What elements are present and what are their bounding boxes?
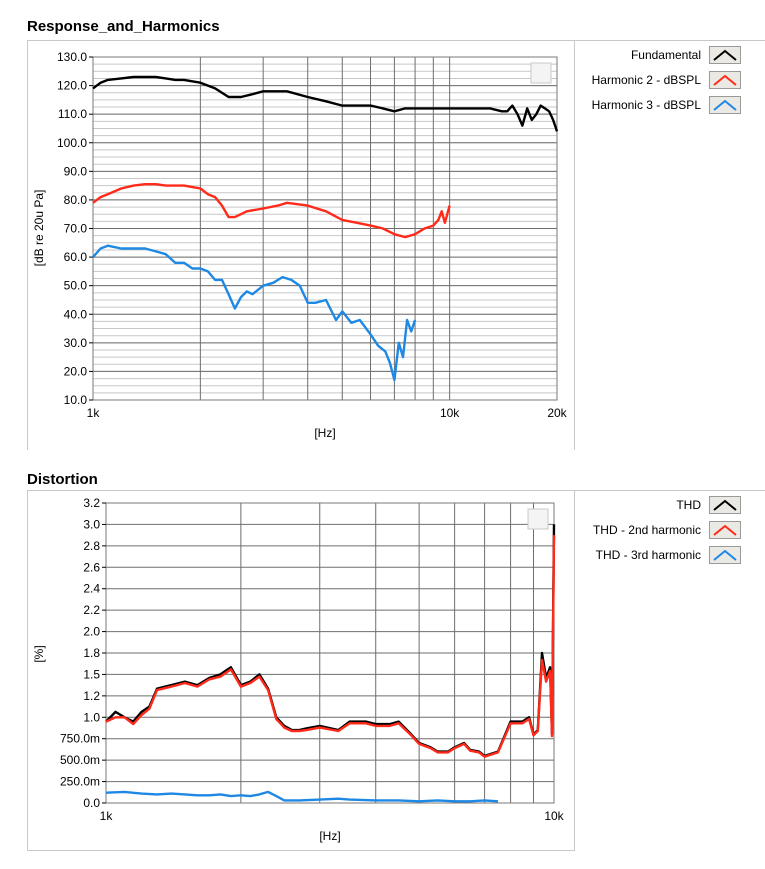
y-axis-label: [dB re 20u Pa] <box>32 190 46 267</box>
legend: THD THD - 2nd harmonic THD - 3rd harmoni… <box>575 494 745 569</box>
series-line <box>92 75 559 132</box>
x-tick-label: 10k <box>544 809 564 823</box>
y-tick-label: 3.2 <box>83 496 100 510</box>
y-tick-label: 30.0 <box>64 336 88 350</box>
panel-frame-left <box>27 490 28 850</box>
chart-title: Response_and_Harmonics <box>27 18 220 35</box>
y-tick-label: 80.0 <box>64 193 88 207</box>
legend-item[interactable]: Fundamental <box>575 44 745 69</box>
y-tick-label: 2.4 <box>83 582 100 596</box>
y-tick-label: 100.0 <box>57 136 87 150</box>
series-line <box>92 182 451 239</box>
series-line <box>105 790 499 803</box>
line-sample-icon[interactable] <box>709 71 741 89</box>
x-tick-label: 10k <box>440 406 460 420</box>
legend-item[interactable]: THD <box>575 494 745 519</box>
y-tick-label: 130.0 <box>57 50 87 64</box>
x-tick-label: 1k <box>87 406 101 420</box>
x-axis-label: [Hz] <box>314 426 335 440</box>
y-tick-label: 20.0 <box>64 364 88 378</box>
y-tick-label: 1.8 <box>83 646 100 660</box>
series-line <box>92 244 417 382</box>
y-tick-label: 90.0 <box>64 164 88 178</box>
legend-label: Harmonic 3 - dBSPL <box>591 98 701 112</box>
line-sample-icon[interactable] <box>709 46 741 64</box>
y-tick-label: 110.0 <box>58 107 87 121</box>
panel-frame-top <box>27 40 765 41</box>
y-tick-label: 750.0m <box>60 732 100 746</box>
y-tick-label: 0.0 <box>83 796 100 810</box>
line-sample-icon[interactable] <box>709 96 741 114</box>
zoom-icon <box>527 508 549 530</box>
y-tick-label: 2.2 <box>83 603 100 617</box>
plot-area <box>106 503 554 803</box>
legend-label: Harmonic 2 - dBSPL <box>591 73 701 87</box>
legend-item[interactable]: Harmonic 2 - dBSPL <box>575 69 745 94</box>
chart-title: Distortion <box>27 471 98 488</box>
line-sample-icon[interactable] <box>709 496 741 514</box>
panel-frame-left <box>27 40 28 450</box>
y-tick-label: 3.0 <box>83 517 100 531</box>
x-tick-label: 1k <box>100 809 114 823</box>
y-tick-label: 2.6 <box>83 560 100 574</box>
zoom-icon <box>530 62 552 84</box>
series-line <box>105 524 556 758</box>
y-tick-label: 1.0 <box>83 710 100 724</box>
panel-frame-divider <box>574 40 575 450</box>
y-tick-label: 1.5 <box>83 667 100 681</box>
y-tick-label: 10.0 <box>64 393 88 407</box>
x-axis-label: [Hz] <box>319 829 340 843</box>
panel-frame-divider <box>574 490 575 850</box>
y-tick-label: 2.8 <box>83 539 100 553</box>
y-axis-label: [%] <box>32 645 46 662</box>
series-line <box>105 535 556 758</box>
legend-label: THD - 2nd harmonic <box>592 523 701 537</box>
y-tick-label: 120.0 <box>57 79 87 93</box>
y-tick-label: 50.0 <box>64 279 88 293</box>
legend-item[interactable]: THD - 3rd harmonic <box>575 544 745 569</box>
y-tick-label: 2.0 <box>83 625 100 639</box>
legend-label: Fundamental <box>630 48 701 62</box>
legend: Fundamental Harmonic 2 - dBSPL Harmonic … <box>575 44 745 119</box>
legend-label: THD <box>676 498 701 512</box>
y-tick-label: 500.0m <box>60 753 100 767</box>
legend-item[interactable]: Harmonic 3 - dBSPL <box>575 94 745 119</box>
y-tick-label: 60.0 <box>64 250 88 264</box>
plot-frame <box>105 502 555 804</box>
panel-frame-bottom <box>27 850 575 851</box>
y-tick-label: 70.0 <box>64 222 88 236</box>
x-tick-label: 20k <box>547 406 567 420</box>
y-tick-label: 250.0m <box>60 775 100 789</box>
line-sample-icon[interactable] <box>709 521 741 539</box>
line-sample-icon[interactable] <box>709 546 741 564</box>
legend-label: THD - 3rd harmonic <box>595 548 701 562</box>
panel-frame-top <box>27 490 765 491</box>
y-tick-label: 40.0 <box>64 307 88 321</box>
y-tick-label: 1.2 <box>83 689 100 703</box>
legend-item[interactable]: THD - 2nd harmonic <box>575 519 745 544</box>
response-chart: 130.0 120.0 110.0 100.0 90.0 80.0 70.0 60.0 50.0… <box>32 50 568 440</box>
